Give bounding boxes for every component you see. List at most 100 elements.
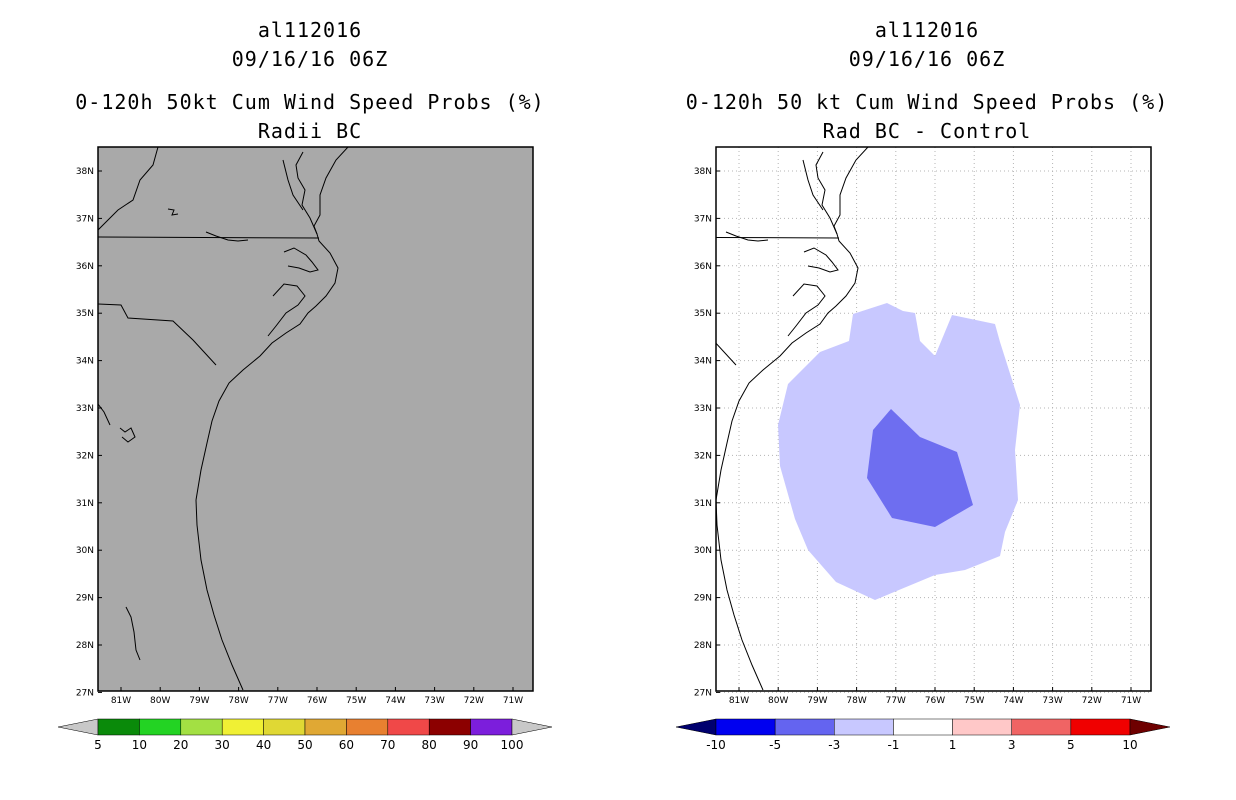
left-colorbar-box	[387, 718, 430, 736]
right-lat-label: 37N	[694, 214, 712, 224]
left-lat-label: 27N	[76, 688, 94, 698]
left-colorbar-box	[139, 718, 182, 736]
left-colorbar-label: 60	[339, 738, 354, 752]
left-product-title: 0-120h 50kt Cum Wind Speed Probs (%)	[75, 90, 545, 114]
left-lat-label: 33N	[76, 404, 94, 414]
right-colorbar-over-triangle	[1129, 718, 1171, 736]
right-lat-label: 27N	[694, 688, 712, 698]
right-lat-label: 38N	[694, 167, 712, 177]
left-map-panel: 38N 37N 36N 35N 34N 33N 32N 31N 30N 29N 28N 27N 81W 8…	[76, 146, 534, 706]
left-lon-label: 78W	[228, 696, 248, 706]
right-product-title: 0-120h 50 kt Cum Wind Speed Probs (%)	[685, 90, 1169, 114]
right-axis-ticks: 38N 37N 36N 35N 34N 33N 32N 31N 30N 29N 28N 27N 81W 8…	[694, 167, 1141, 706]
left-colorbar-label: 30	[215, 738, 230, 752]
right-colorbar-label: 10	[1122, 738, 1137, 752]
right-colorbar-box	[715, 718, 776, 736]
left-colorbar-box	[221, 718, 264, 736]
left-lon-label: 71W	[503, 696, 523, 706]
right-datetime: 09/16/16 06Z	[848, 47, 1006, 71]
left-map-frame	[97, 146, 534, 692]
right-storm-id: al112016	[874, 18, 980, 42]
left-colorbar-label: 5	[94, 738, 102, 752]
left-lon-label: 80W	[150, 696, 170, 706]
left-colorbar-box	[263, 718, 306, 736]
right-colorbar-box	[952, 718, 1012, 736]
right-colorbar-box	[1011, 718, 1072, 736]
left-lon-label: 77W	[268, 696, 288, 706]
left-colorbar-label: 100	[501, 738, 524, 752]
right-lon-label: 73W	[1042, 696, 1062, 706]
right-colorbar-box	[1070, 718, 1131, 736]
right-lon-label: 72W	[1082, 696, 1102, 706]
left-lon-label: 79W	[189, 696, 209, 706]
left-colorbar-label: 80	[422, 738, 437, 752]
left-colorbar-label: 90	[463, 738, 478, 752]
left-lat-label: 37N	[76, 214, 94, 224]
left-colorbar-label: 70	[380, 738, 395, 752]
left-colorbar-box	[97, 718, 140, 736]
left-lat-label: 29N	[76, 594, 94, 604]
right-subtitle: Rad BC - Control	[822, 119, 1032, 143]
right-lon-label: 74W	[1003, 696, 1023, 706]
right-panel-title: al112016 09/16/16 06Z 0-120h 50 kt Cum W…	[657, 16, 1197, 146]
left-colorbar-box	[180, 718, 223, 736]
left-colorbar-label: 50	[297, 738, 312, 752]
right-lon-label: 79W	[807, 696, 827, 706]
left-colorbar-box	[428, 718, 471, 736]
right-lat-label: 31N	[694, 499, 712, 509]
left-colorbar-label: 20	[173, 738, 188, 752]
right-colorbar-label: 3	[1008, 738, 1016, 752]
right-lon-label: 76W	[925, 696, 945, 706]
right-lat-label: 28N	[694, 641, 712, 651]
left-lon-label: 76W	[307, 696, 327, 706]
left-lon-label: 81W	[111, 696, 131, 706]
right-lat-label: 32N	[694, 451, 712, 461]
left-colorbar: 5 10 20 30 40 50 60 70 80 90 100	[57, 718, 553, 752]
left-lat-label: 31N	[76, 499, 94, 509]
left-colorbar-box	[304, 718, 347, 736]
right-lat-label: 34N	[694, 357, 712, 367]
right-lon-label: 78W	[846, 696, 866, 706]
left-lat-label: 36N	[76, 262, 94, 272]
right-colorbar-box	[774, 718, 835, 736]
left-lon-label: 73W	[424, 696, 444, 706]
right-colorbar-label: -5	[769, 738, 781, 752]
right-colorbar-label: 5	[1067, 738, 1075, 752]
left-lat-label: 34N	[76, 357, 94, 367]
right-colorbar-label: -10	[706, 738, 726, 752]
left-lon-label: 72W	[464, 696, 484, 706]
right-lat-label: 33N	[694, 404, 712, 414]
right-map-frame	[715, 146, 1152, 692]
left-lat-label: 30N	[76, 546, 94, 556]
minus-five-to-minus-three-region	[867, 409, 973, 527]
right-map-panel: 38N 37N 36N 35N 34N 33N 32N 31N 30N 29N 28N 27N 81W 8…	[694, 146, 1152, 706]
left-colorbar-box	[470, 718, 513, 736]
left-colorbar-under-triangle	[57, 718, 99, 736]
right-colorbar-label: -3	[828, 738, 840, 752]
right-colorbar-label: -1	[887, 738, 899, 752]
right-lon-label: 75W	[964, 696, 984, 706]
right-colorbar-under-triangle	[675, 718, 717, 736]
left-storm-id: al112016	[257, 18, 363, 42]
right-lat-label: 35N	[694, 309, 712, 319]
right-colorbar-box	[893, 718, 953, 736]
right-lon-label: 80W	[768, 696, 788, 706]
left-colorbar-box	[346, 718, 389, 736]
right-lat-label: 36N	[694, 262, 712, 272]
left-colorbar-label: 10	[132, 738, 147, 752]
right-lon-label: 71W	[1121, 696, 1141, 706]
left-axis-ticks: 38N 37N 36N 35N 34N 33N 32N 31N 30N 29N 28N 27N 81W 8…	[76, 167, 523, 706]
left-lat-label: 35N	[76, 309, 94, 319]
left-lat-label: 32N	[76, 451, 94, 461]
right-lat-label: 30N	[694, 546, 712, 556]
left-lat-label: 38N	[76, 167, 94, 177]
right-colorbar: -10 -5 -3 -1 1 3 5 10	[675, 718, 1171, 752]
right-lon-label: 77W	[886, 696, 906, 706]
left-lon-label: 75W	[346, 696, 366, 706]
left-datetime: 09/16/16 06Z	[231, 47, 389, 71]
right-colorbar-label: 1	[949, 738, 957, 752]
right-lon-label: 81W	[729, 696, 749, 706]
left-panel-title: al112016 09/16/16 06Z 0-120h 50kt Cum Wi…	[40, 16, 580, 146]
left-colorbar-over-triangle	[511, 718, 553, 736]
